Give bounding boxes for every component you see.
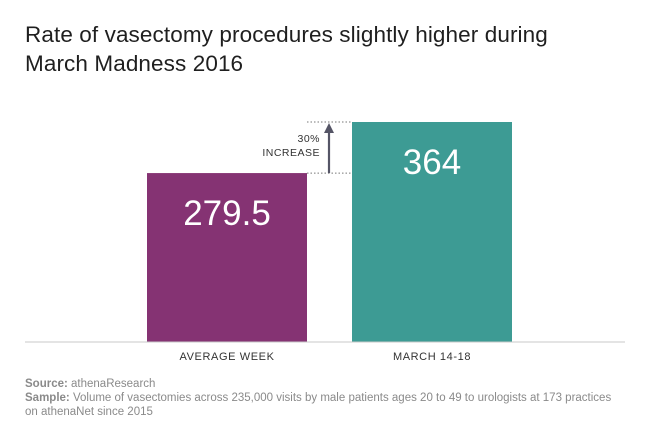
x-tick-label: MARCH 14-18 bbox=[393, 351, 471, 363]
sample-line: Sample: Volume of vasectomies across 235… bbox=[25, 391, 625, 419]
bar-value-label: 364 bbox=[403, 143, 461, 182]
chart-title: Rate of vasectomy procedures slightly hi… bbox=[25, 22, 548, 76]
sample-text: Volume of vasectomies across 235,000 vis… bbox=[25, 392, 612, 418]
x-tick-label: AVERAGE WEEK bbox=[179, 351, 274, 363]
arrow-up-icon bbox=[324, 123, 334, 133]
bar-value-label: 279.5 bbox=[183, 194, 271, 233]
source-label: Source: bbox=[25, 378, 68, 390]
bar-1 bbox=[147, 173, 307, 342]
footnote: Source: athenaResearch Sample: Volume of… bbox=[25, 377, 625, 419]
source-text: athenaResearch bbox=[71, 378, 156, 390]
annotation-percent: 30% bbox=[297, 133, 320, 145]
sample-label: Sample: bbox=[25, 392, 70, 404]
increase-annotation: 30% INCREASE bbox=[262, 121, 352, 174]
bar-2 bbox=[352, 122, 512, 342]
annotation-text: INCREASE bbox=[262, 147, 320, 159]
source-line: Source: athenaResearch bbox=[25, 377, 625, 391]
